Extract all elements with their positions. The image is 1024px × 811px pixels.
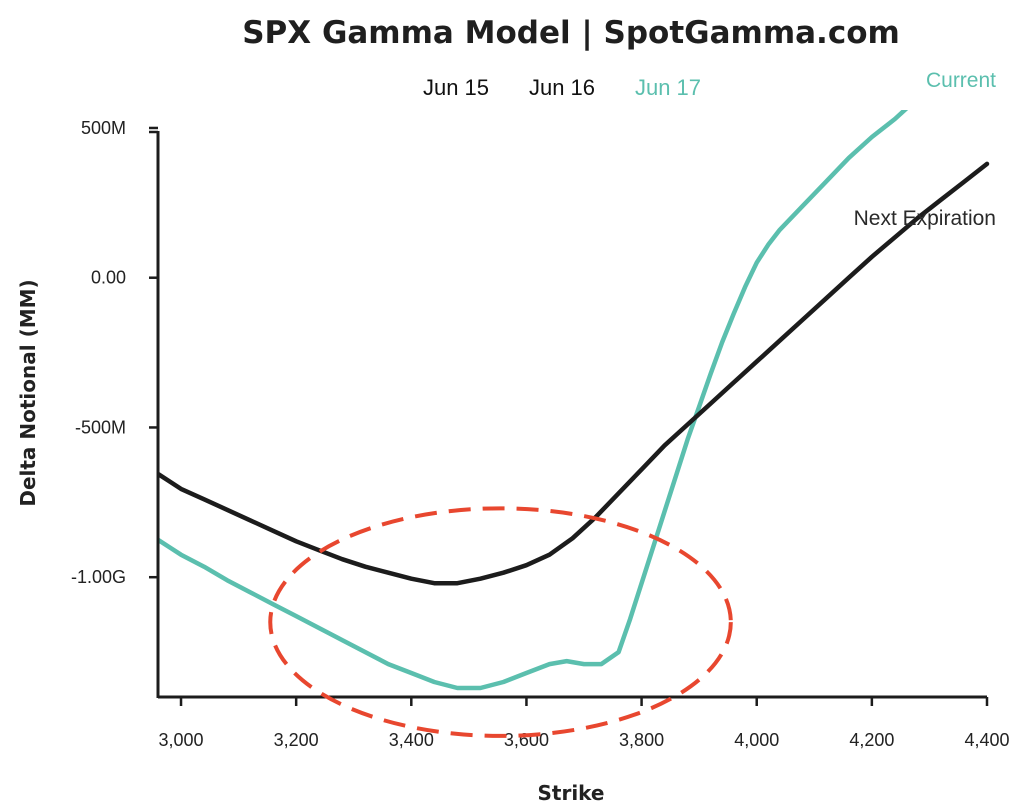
x-tick-label: 3,600 (504, 730, 549, 750)
legend-item-jun-15[interactable]: Jun 15 (423, 75, 489, 100)
legend-item-jun-16[interactable]: Jun 16 (529, 75, 595, 100)
legend-item-jun-17[interactable]: Jun 17 (635, 75, 701, 100)
x-tick-label: 4,000 (734, 730, 779, 750)
annotation-ellipse (268, 506, 733, 738)
y-tick-label: -1.00G (71, 567, 126, 587)
x-tick-label: 4,200 (849, 730, 894, 750)
x-tick-label: 3,800 (619, 730, 664, 750)
x-axis-title: Strike (537, 781, 604, 805)
y-tick-label: 500M (81, 118, 126, 138)
x-tick-label: 3,400 (389, 730, 434, 750)
x-tick-label: 3,200 (274, 730, 319, 750)
series-label-current: Current (926, 69, 996, 92)
series-label-next-expiration: Next Expiration (854, 207, 996, 230)
y-axis-title: Delta Notional (MM) (16, 279, 40, 506)
chart-title: SPX Gamma Model | SpotGamma.com (242, 15, 900, 51)
series-line-current (158, 110, 909, 691)
series-group (158, 110, 990, 691)
series-line-next-expiration (158, 161, 990, 586)
x-tick-label: 4,400 (964, 730, 1009, 750)
y-tick-label: 0.00 (91, 268, 126, 288)
y-tick-label: -500M (75, 417, 126, 437)
x-tick-label: 3,000 (159, 730, 204, 750)
